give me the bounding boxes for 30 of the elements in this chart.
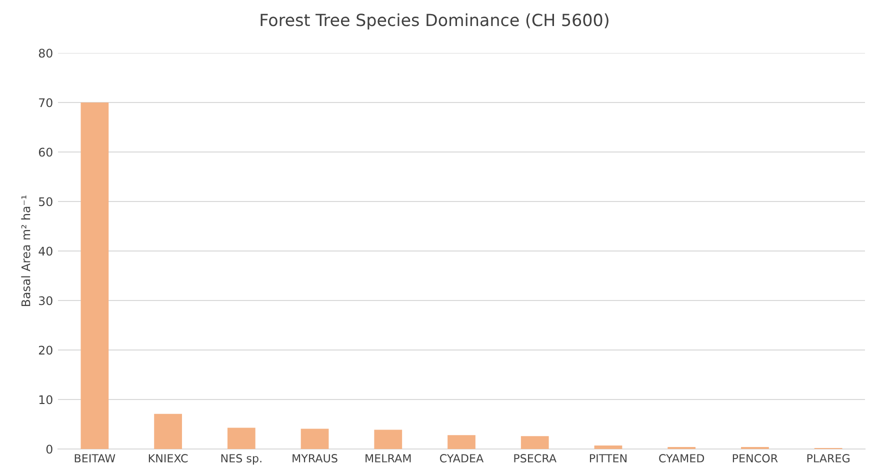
bar [520, 436, 549, 449]
y-tick-label: 60 [38, 148, 52, 157]
y-tick-label: 20 [38, 346, 52, 355]
bar [227, 428, 256, 449]
x-tick-label: KNIEXC [148, 454, 188, 462]
bar [154, 414, 182, 449]
x-tick-label: PITTEN [590, 454, 626, 462]
x-tick-label: BEITAW [74, 454, 116, 462]
y-tick-label: 50 [39, 197, 52, 206]
y-tick-label: 10 [39, 395, 52, 404]
x-tick-label: CYAMED [659, 454, 704, 462]
x-tick-label: PSECRA [514, 454, 556, 462]
y-axis-title: Basal Area m² ha⁻¹ [21, 195, 30, 306]
y-tick-label: 0 [46, 444, 52, 454]
chart-title: Forest Tree Species Dominance (CH 5600) [260, 13, 608, 30]
x-tick-label: PENCOR [732, 454, 778, 462]
bar [594, 446, 622, 449]
y-tick-label: 80 [38, 48, 52, 58]
x-tick-label: MYRAUS [292, 454, 338, 462]
x-tick-label: PLAREG [807, 454, 850, 462]
bar [374, 430, 402, 449]
x-tick-label: MELRAM [366, 454, 411, 462]
y-tick-label: 70 [39, 98, 52, 108]
x-tick-label: NES sp. [221, 454, 262, 465]
y-tick-label: 30 [39, 296, 52, 306]
y-tick-label: 40 [38, 246, 52, 256]
bar [300, 428, 329, 449]
x-tick-label: CYADEA [440, 454, 484, 462]
bar [80, 102, 109, 449]
bar [448, 435, 476, 449]
